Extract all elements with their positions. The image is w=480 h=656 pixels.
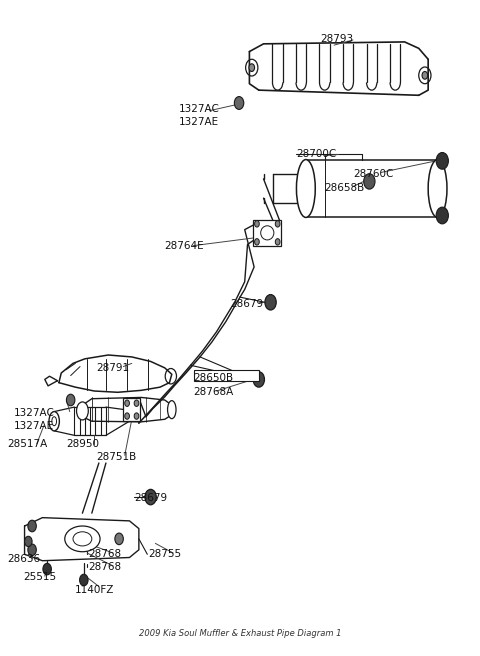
Circle shape [145,489,156,505]
Circle shape [80,574,88,586]
Text: 1327AC: 1327AC [179,104,220,114]
Ellipse shape [73,532,92,546]
Text: 28950: 28950 [66,439,99,449]
Text: 28517A: 28517A [7,439,48,449]
Text: 28751B: 28751B [96,451,137,462]
Circle shape [134,413,139,419]
Ellipse shape [65,526,100,552]
Circle shape [265,295,276,310]
Text: 28679: 28679 [134,493,168,503]
Circle shape [125,413,130,419]
Circle shape [24,537,32,546]
Text: 1327AE: 1327AE [14,420,54,431]
Text: 28760C: 28760C [353,169,393,178]
Text: 1327AC: 1327AC [14,408,55,418]
Circle shape [28,520,36,532]
Ellipse shape [52,417,57,426]
Text: 1140FZ: 1140FZ [74,585,114,595]
Ellipse shape [168,401,176,419]
Text: 28658B: 28658B [324,183,365,193]
Text: 28768A: 28768A [193,387,233,398]
Polygon shape [253,220,281,246]
Circle shape [254,220,259,227]
Circle shape [43,564,51,575]
Ellipse shape [297,159,315,217]
Ellipse shape [76,402,88,420]
Circle shape [28,544,36,556]
Circle shape [436,207,448,224]
Circle shape [436,152,448,169]
Polygon shape [194,370,259,380]
Polygon shape [123,398,140,421]
Circle shape [134,400,139,407]
Ellipse shape [428,159,447,217]
Circle shape [364,174,375,189]
Text: 28700C: 28700C [297,150,336,159]
Circle shape [66,394,75,406]
Text: 28650B: 28650B [193,373,233,383]
Circle shape [115,533,123,544]
Circle shape [234,96,244,110]
Text: 28791: 28791 [96,363,130,373]
Text: 25515: 25515 [24,573,57,583]
Text: 28755: 28755 [148,549,181,560]
Circle shape [276,239,280,245]
Text: 28764E: 28764E [165,241,204,251]
Text: 2009 Kia Soul Muffler & Exhaust Pipe Diagram 1: 2009 Kia Soul Muffler & Exhaust Pipe Dia… [139,629,341,638]
Circle shape [249,64,254,72]
Text: 28768: 28768 [88,549,121,560]
Circle shape [254,239,259,245]
Circle shape [125,400,130,407]
Text: 28768: 28768 [88,562,121,572]
Text: 28679: 28679 [230,298,264,308]
Circle shape [422,72,428,79]
Circle shape [253,372,264,387]
Text: 28793: 28793 [320,33,353,44]
Circle shape [276,220,280,227]
Text: 1327AE: 1327AE [179,117,219,127]
Ellipse shape [49,411,60,431]
Text: 28636: 28636 [7,554,40,564]
Ellipse shape [261,226,274,240]
